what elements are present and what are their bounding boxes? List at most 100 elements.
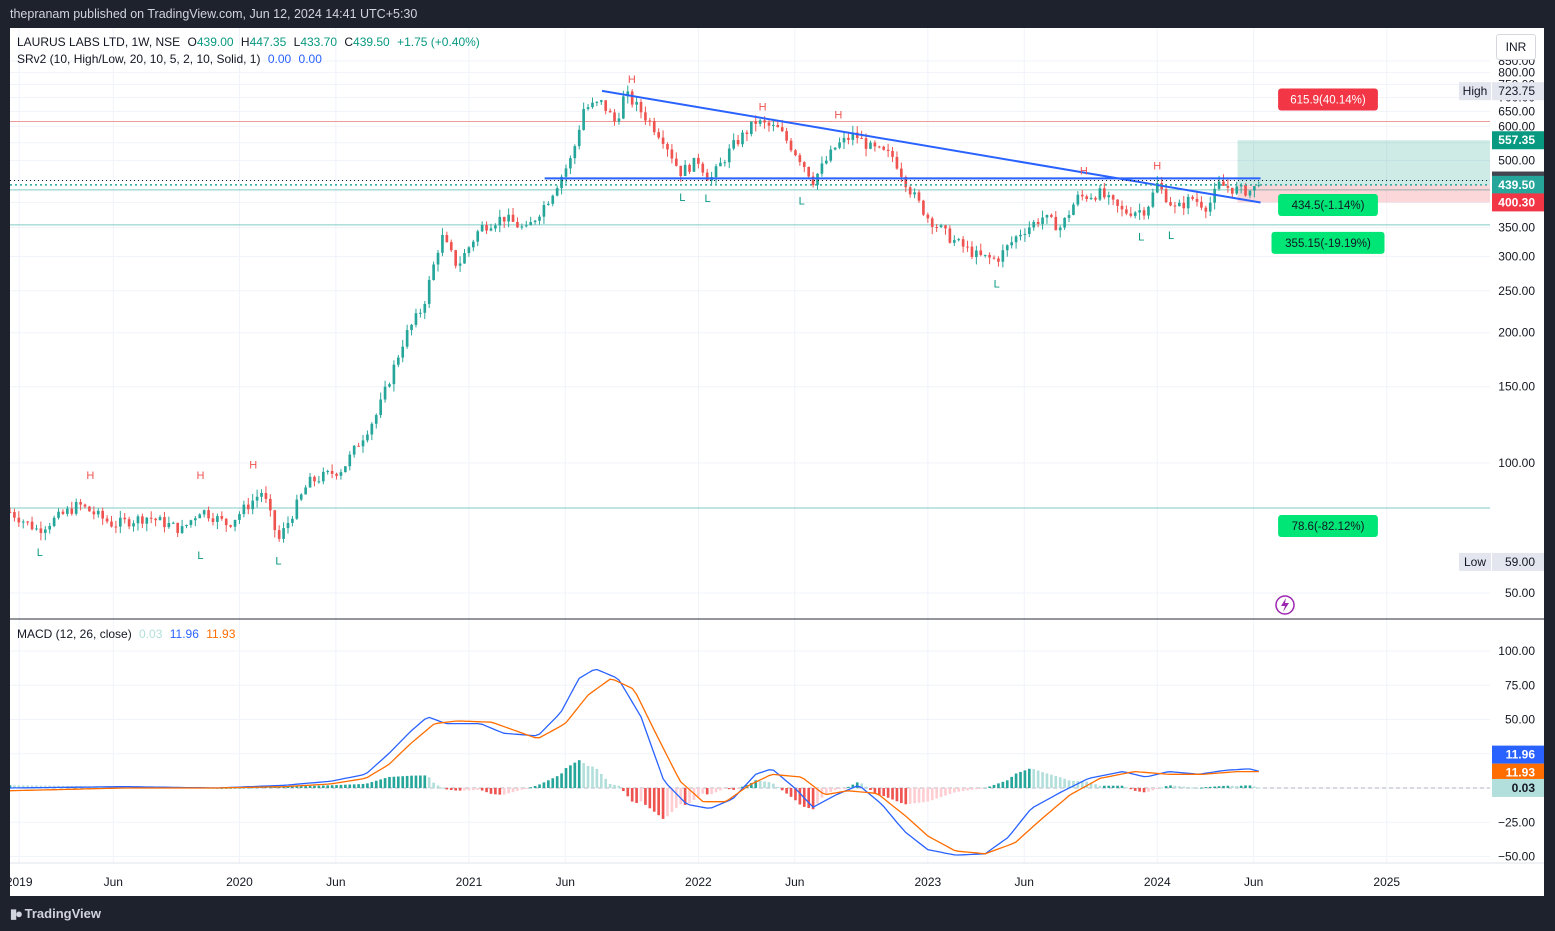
indicator-title: SRv2 (10, High/Low, 20, 10, 5, 2, 10, So… [17,52,261,66]
macd-hist-bar [847,786,850,788]
candle-body [1001,250,1005,262]
candle-body [114,526,118,528]
macd-hist-bar [983,788,987,789]
candle-body [1027,227,1031,234]
candle-body [396,357,400,365]
target-callout-green [1278,515,1378,538]
candle-body [88,506,91,512]
macd-hist-bar [344,784,347,788]
publisher-text: thepranam published on TradingView.com, … [10,7,418,21]
macd-hist-bar [1023,770,1027,788]
candle-body [1226,185,1230,188]
macd-hist-bar [944,788,947,796]
candle-body [1195,198,1199,202]
macd-hist-bar [21,785,25,788]
indicator-legend[interactable]: SRv2 (10, High/Low, 20, 10, 5, 2, 10, So… [17,52,326,66]
candle-body [1230,187,1234,194]
candle-body [979,250,983,255]
candle-body [891,150,894,157]
candle-body [110,521,113,527]
candle-body [1111,195,1115,200]
candle-body [1208,202,1212,212]
candle-body [304,487,307,495]
macd-hist-bar [1072,780,1075,788]
macd-hist-bar [652,788,656,812]
tv-brand-text: TradingView [24,906,101,921]
candle-body [1164,189,1168,203]
candle-body [357,445,360,447]
signal-value-tag-bg [1492,763,1544,782]
macd-hist-bar [1125,787,1128,789]
macd-hist-bar [1041,772,1044,788]
tv-logo-icon: ▮● [10,906,23,921]
macd-hist-bar [811,788,815,810]
macd-hist-bar [494,788,497,795]
macd-hist-bar [825,788,828,794]
time-tick-label: 2024 [1144,875,1171,889]
candle-body [326,471,330,473]
macd-hist-bar [860,783,863,788]
macd-hist-bar [732,788,735,790]
low-key: L [293,35,301,49]
macd-hist-bar [374,780,378,788]
pivot-high-label: H [196,470,204,482]
candle-body [833,147,837,150]
candle-body [74,502,78,514]
macd-hist-bar [472,788,475,791]
time-axis: 2019 Jun 2020 Jun 2021 Jun 2022 Jun 2023 Jun 2024 J… [10,875,1400,889]
candle-body [216,516,219,522]
macd-hist-bar [1098,785,1102,788]
candle-body [666,143,669,150]
candle-body [679,165,683,176]
currency-button[interactable]: INR [1496,34,1536,60]
candle-body [983,254,987,256]
macd-hist-bar [17,785,21,788]
candle-body [10,511,12,513]
macd-hist-bar [321,785,325,788]
tradingview-logo: ▮● TradingView [10,906,101,922]
macd-hist-bar [427,777,431,788]
target-callout-red [1278,88,1378,111]
candle-body [282,528,285,539]
macd-hist-bar [520,788,524,790]
time-tick-label: 2021 [456,875,483,889]
candle-body [908,187,912,195]
lightning-icon [1275,595,1295,615]
candle-body [754,121,758,124]
candle-body [401,346,405,358]
candle-body [132,523,135,527]
candle-body [608,110,612,113]
macd-hist-bar [529,787,533,789]
chart-canvas[interactable]: H L H L H L H L L H L H L H L H L 615.9(40.14%) 434.5(-1.1… [10,28,1544,896]
macd-legend[interactable]: MACD (12, 26, close) 0.03 11.96 11.93 [17,627,239,641]
candle-body [577,129,581,147]
candle-body [599,100,603,102]
pivot-low-label: L [679,192,685,204]
candle-body [551,195,555,204]
candle-body [291,518,294,523]
candle-body [1058,227,1062,231]
macd-hist-bar [449,788,453,791]
close-key: C [344,35,354,49]
candle-body [811,176,815,186]
macd-hist-bar [551,778,555,788]
macd-hist-bar [502,788,506,795]
macd-hist-bar [339,784,343,788]
macd-hist-bar [1142,788,1146,793]
candle-body [92,511,96,515]
macd-hist-bar [1173,785,1177,788]
candle-body [141,516,144,524]
macd-hist-bar [1200,787,1203,789]
chart-panel[interactable]: H L H L H L H L L H L H L H L H L 615.9(40.14%) 434.5(-1.1… [10,28,1544,896]
candle-body [379,399,382,416]
macd-hist-bar [542,782,546,788]
target-callout-text: 615.9(40.14%) [1290,94,1366,106]
candle-body [913,192,916,195]
candle-body [352,445,356,455]
candle-body [842,137,846,143]
macd-hist-bar [864,786,868,788]
candle-body [1178,202,1181,207]
macd-line [10,668,1259,856]
candle-body [904,176,908,188]
candle-body [79,502,82,505]
